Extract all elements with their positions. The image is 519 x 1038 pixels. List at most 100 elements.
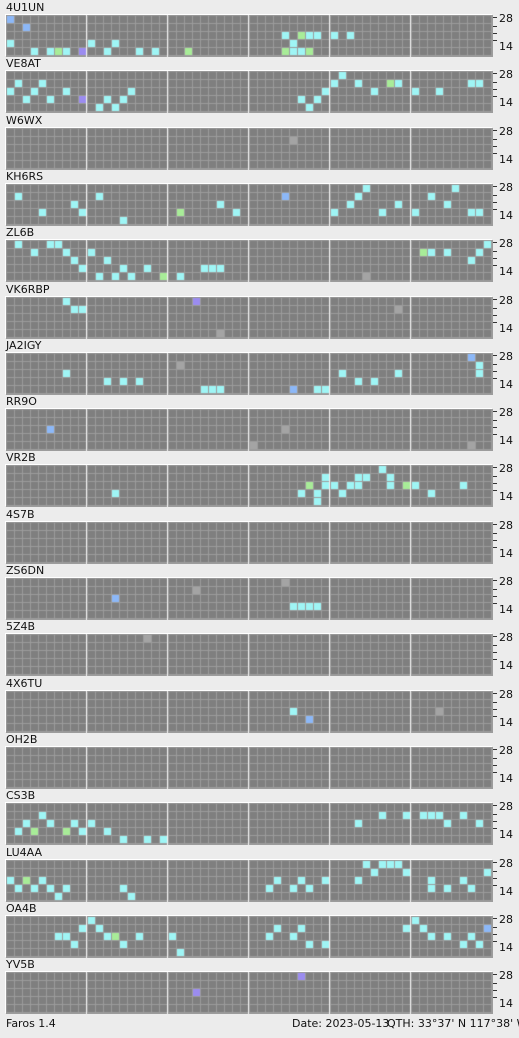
beacon-panel-zl6b: ZL6B 28 14 bbox=[0, 225, 519, 282]
beacon-callsign: W6WX bbox=[6, 114, 43, 127]
scale-bottom-label: 14 bbox=[499, 941, 513, 954]
beacon-panel-5z4b: 5Z4B 28 14 bbox=[0, 619, 519, 676]
scale-top-label: 28 bbox=[499, 688, 513, 701]
beacon-callsign: 5Z4B bbox=[6, 620, 36, 633]
propagation-grid bbox=[5, 239, 493, 282]
scale-tick bbox=[493, 885, 497, 886]
scale-top-label: 28 bbox=[499, 631, 513, 644]
scale-tick bbox=[493, 308, 497, 309]
propagation-grid bbox=[5, 577, 493, 620]
scale-tick bbox=[493, 427, 497, 428]
propagation-grid bbox=[5, 633, 493, 676]
beacon-panel-4x6tu: 4X6TU 28 14 bbox=[0, 676, 519, 733]
beacon-panel-ja2igy: JA2IGY 28 14 bbox=[0, 338, 519, 395]
scale-tick bbox=[493, 299, 497, 300]
scale-tick bbox=[493, 983, 497, 984]
beacon-panel-vr2b: VR2B 28 14 bbox=[0, 450, 519, 507]
scale-bottom-label: 14 bbox=[499, 434, 513, 447]
scale-tick bbox=[493, 702, 497, 703]
propagation-grid bbox=[5, 690, 493, 733]
beacon-callsign: OA4B bbox=[6, 902, 37, 915]
propagation-grid bbox=[5, 352, 493, 395]
beacon-callsign: VR2B bbox=[6, 451, 36, 464]
scale-tick bbox=[493, 636, 497, 637]
scale-tick bbox=[493, 420, 497, 421]
scale-tick bbox=[493, 242, 497, 243]
scale-top-label: 28 bbox=[499, 462, 513, 475]
scale-tick bbox=[493, 355, 497, 356]
scale-tick bbox=[493, 862, 497, 863]
scale-bottom-label: 14 bbox=[499, 40, 513, 53]
scale-top-label: 28 bbox=[499, 913, 513, 926]
scale-bottom-label: 14 bbox=[499, 490, 513, 503]
scale-top-label: 28 bbox=[499, 969, 513, 982]
beacon-callsign: VK6RBP bbox=[6, 283, 50, 296]
scale-bottom-label: 14 bbox=[499, 716, 513, 729]
scale-tick bbox=[493, 40, 497, 41]
scale-tick bbox=[493, 251, 497, 252]
scale-tick bbox=[493, 434, 497, 435]
scale-top-label: 28 bbox=[499, 125, 513, 138]
scale-tick bbox=[493, 997, 497, 998]
scale-bottom-label: 14 bbox=[499, 96, 513, 109]
beacon-panel-rr9o: RR9O 28 14 bbox=[0, 394, 519, 451]
scale-tick bbox=[493, 941, 497, 942]
scale-top-label: 28 bbox=[499, 181, 513, 194]
beacon-panel-oh2b: OH2B 28 14 bbox=[0, 732, 519, 789]
scale-bottom-label: 14 bbox=[499, 265, 513, 278]
scale-bottom-label: 14 bbox=[499, 997, 513, 1010]
beacon-callsign: YV5B bbox=[6, 958, 35, 971]
scale-tick bbox=[493, 709, 497, 710]
scale-top-label: 28 bbox=[499, 575, 513, 588]
scale-tick bbox=[493, 596, 497, 597]
scale-top-label: 28 bbox=[499, 350, 513, 363]
scale-tick bbox=[493, 974, 497, 975]
scale-bottom-label: 14 bbox=[499, 153, 513, 166]
scale-top-label: 28 bbox=[499, 68, 513, 81]
scale-tick bbox=[493, 603, 497, 604]
scale-tick bbox=[493, 89, 497, 90]
scale-tick bbox=[493, 878, 497, 879]
scale-bottom-label: 14 bbox=[499, 322, 513, 335]
scale-tick bbox=[493, 483, 497, 484]
scale-tick bbox=[493, 153, 497, 154]
scale-tick bbox=[493, 871, 497, 872]
scale-tick bbox=[493, 645, 497, 646]
propagation-grid bbox=[5, 296, 493, 339]
scale-tick bbox=[493, 96, 497, 97]
scale-tick bbox=[493, 524, 497, 525]
scale-tick bbox=[493, 73, 497, 74]
scale-tick bbox=[493, 130, 497, 131]
beacon-panel-cs3b: CS3B 28 14 bbox=[0, 788, 519, 845]
scale-tick bbox=[493, 17, 497, 18]
beacon-callsign: 4S7B bbox=[6, 508, 35, 521]
scale-tick bbox=[493, 315, 497, 316]
app-version: Faros 1.4 bbox=[6, 1017, 56, 1030]
scale-tick bbox=[493, 467, 497, 468]
scale-tick bbox=[493, 476, 497, 477]
scale-tick bbox=[493, 580, 497, 581]
propagation-grid bbox=[5, 915, 493, 958]
scale-tick bbox=[493, 378, 497, 379]
beacon-panel-lu4aa: LU4AA 28 14 bbox=[0, 845, 519, 902]
scale-tick bbox=[493, 828, 497, 829]
scale-tick bbox=[493, 146, 497, 147]
scale-tick bbox=[493, 195, 497, 196]
beacon-panel-4u1un: 4U1UN 28 14 bbox=[0, 0, 519, 57]
scale-tick bbox=[493, 547, 497, 548]
beacon-callsign: CS3B bbox=[6, 789, 36, 802]
scale-tick bbox=[493, 990, 497, 991]
beacon-panel-w6wx: W6WX 28 14 bbox=[0, 113, 519, 170]
propagation-grid bbox=[5, 183, 493, 226]
propagation-grid bbox=[5, 14, 493, 57]
beacon-panel-vk6rbp: VK6RBP 28 14 bbox=[0, 282, 519, 339]
beacon-callsign: ZS6DN bbox=[6, 564, 45, 577]
beacon-callsign: ZL6B bbox=[6, 226, 35, 239]
beacon-callsign: 4U1UN bbox=[6, 1, 45, 14]
scale-bottom-label: 14 bbox=[499, 603, 513, 616]
scale-bottom-label: 14 bbox=[499, 885, 513, 898]
scale-tick bbox=[493, 716, 497, 717]
scale-tick bbox=[493, 139, 497, 140]
propagation-grid bbox=[5, 127, 493, 170]
qth-readout: QTH: 33°37' N 117°38' W bbox=[387, 1017, 519, 1030]
